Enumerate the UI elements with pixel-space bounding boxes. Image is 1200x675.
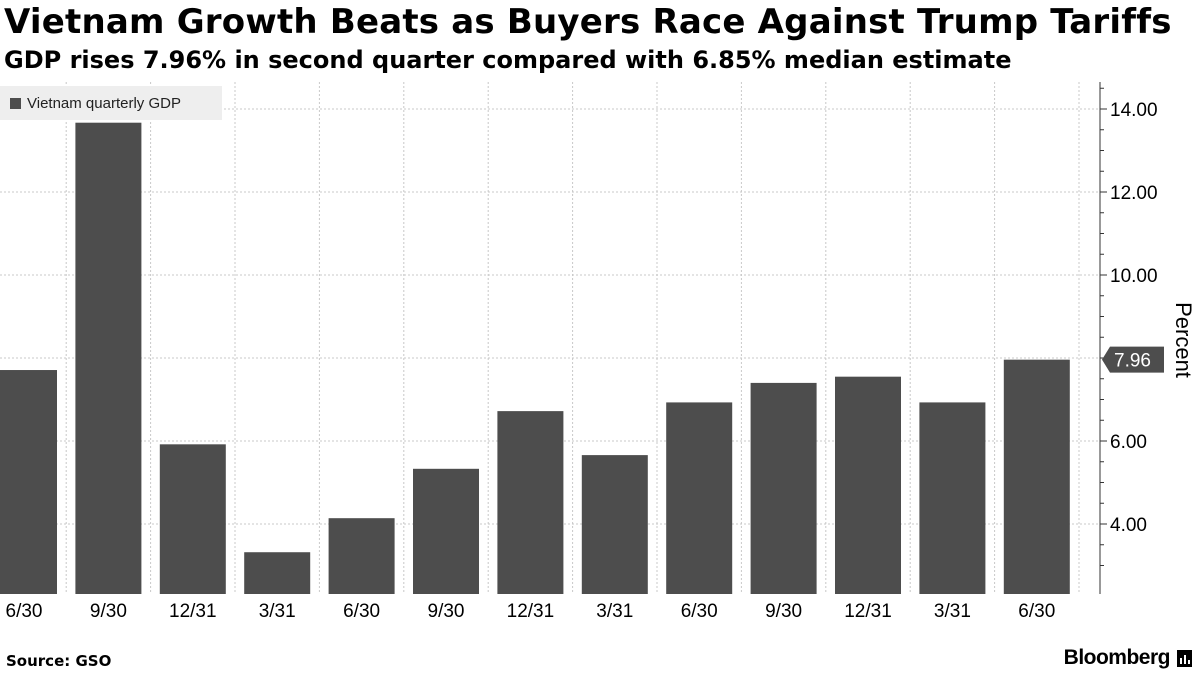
y-tick-label: 14.00 xyxy=(1110,100,1158,121)
x-tick-label: 3/31 xyxy=(596,601,633,622)
bar xyxy=(666,402,733,594)
y-tick-label: 4.00 xyxy=(1110,515,1147,536)
y-axis-label: Percent xyxy=(1171,302,1196,378)
x-tick-label: 6/30 xyxy=(681,601,718,622)
x-tick-label: 6/30 xyxy=(343,601,380,622)
bar xyxy=(244,552,311,594)
x-tick-label: 6/30 xyxy=(6,601,43,622)
last-value-label: 7.96 xyxy=(1114,351,1151,372)
brand-logo: Bloomberg xyxy=(1063,646,1171,669)
x-tick-label: 9/30 xyxy=(90,601,127,622)
bar xyxy=(413,468,479,594)
x-tick-label: 9/30 xyxy=(428,601,465,622)
y-tick-label: 12.00 xyxy=(1110,183,1158,204)
x-tick-label: 12/31 xyxy=(507,601,555,622)
x-tick-label: 3/31 xyxy=(934,601,971,622)
x-tick-label: 3/31 xyxy=(259,601,296,622)
y-tick-label: 6.00 xyxy=(1110,432,1147,453)
y-tick-label: 10.00 xyxy=(1110,266,1158,287)
source-note: Source: GSO xyxy=(6,652,112,670)
bar xyxy=(581,455,648,594)
bar xyxy=(919,402,986,594)
legend: Vietnam quarterly GDP xyxy=(0,86,222,120)
bar xyxy=(1003,359,1070,594)
x-tick-label: 9/30 xyxy=(765,601,802,622)
x-tick-label: 6/30 xyxy=(1018,601,1055,622)
last-value-marker xyxy=(1102,346,1164,373)
chart-subtitle: GDP rises 7.96% in second quarter compar… xyxy=(4,46,1012,74)
bloomberg-bars-icon xyxy=(1177,650,1192,667)
chart-title: Vietnam Growth Beats as Buyers Race Agai… xyxy=(4,2,1172,42)
x-tick-label: 12/31 xyxy=(844,601,892,622)
bar xyxy=(497,411,564,594)
legend-swatch xyxy=(10,97,21,109)
bar xyxy=(159,444,226,594)
legend-label: Vietnam quarterly GDP xyxy=(27,94,181,112)
x-tick-label: 12/31 xyxy=(169,601,217,622)
bar xyxy=(328,518,395,594)
bar xyxy=(835,376,901,594)
bar xyxy=(0,370,57,594)
bar xyxy=(75,122,142,594)
bar xyxy=(750,382,817,594)
